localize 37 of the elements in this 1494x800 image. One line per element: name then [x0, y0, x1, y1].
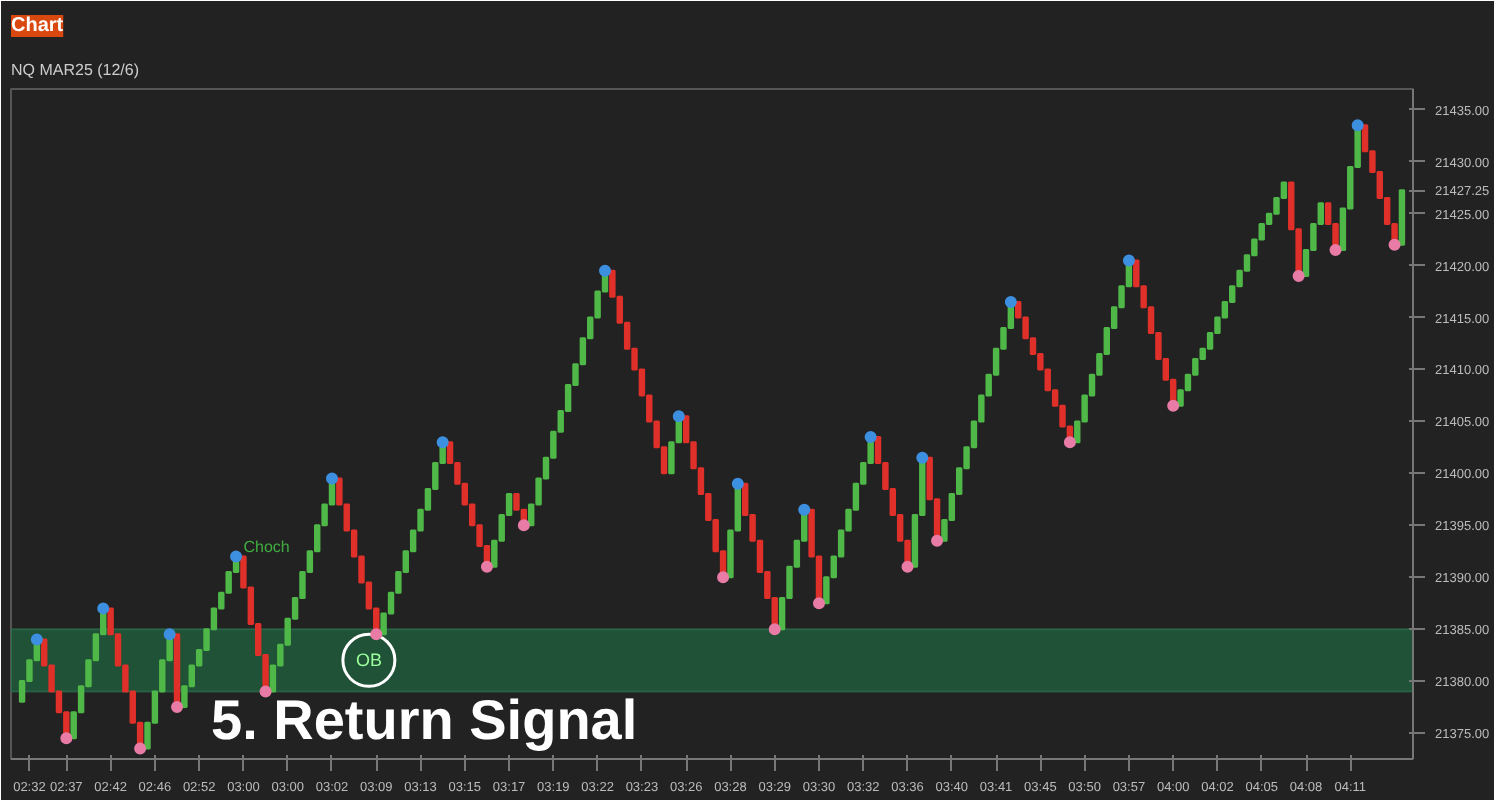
chart-subtitle: NQ MAR25 (12/6): [11, 61, 140, 79]
point: [812, 597, 825, 610]
point: [599, 264, 612, 277]
point: [1329, 244, 1342, 256]
point: [325, 472, 338, 485]
point: [1063, 436, 1076, 449]
point: [230, 550, 243, 563]
point: [171, 701, 184, 714]
point: [163, 628, 176, 641]
point: [916, 451, 929, 464]
annotation: Choch: [243, 538, 290, 557]
point: [672, 410, 685, 423]
point: [1388, 238, 1401, 251]
chart-title: Chart: [11, 15, 65, 37]
annotation: 5. Return Signal: [211, 689, 638, 751]
point: [731, 477, 744, 490]
point: [864, 430, 877, 443]
point: [517, 519, 530, 532]
point: [1167, 399, 1180, 412]
point: [30, 633, 43, 646]
point: [717, 571, 730, 584]
point: [60, 732, 73, 745]
point: [134, 742, 147, 755]
point: [480, 560, 493, 573]
point: [97, 602, 110, 615]
point: [370, 628, 383, 641]
point: [1004, 295, 1017, 308]
point: [901, 560, 914, 573]
band-label: OB: [355, 650, 382, 671]
point: [931, 534, 944, 547]
point: [1351, 119, 1364, 132]
point: [768, 623, 781, 636]
point: [436, 436, 449, 449]
point: [1122, 254, 1135, 267]
point: [798, 503, 811, 516]
point: [1292, 269, 1305, 282]
point: [259, 685, 272, 698]
